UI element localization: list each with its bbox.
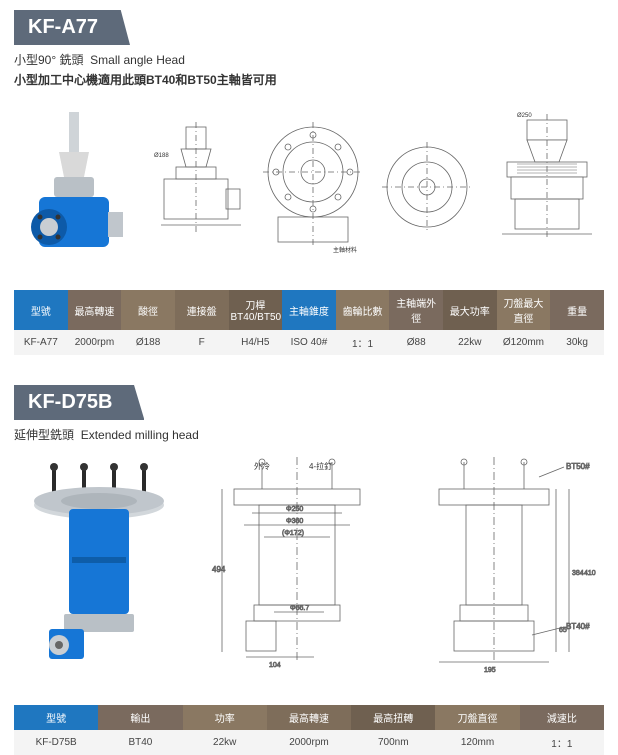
model-badge: KF-A77 — [14, 10, 130, 45]
label-bt40: BT40# — [566, 622, 590, 631]
tech-drawing-flange: 主軸材料 — [258, 117, 368, 257]
td: KF-D75B — [14, 730, 98, 755]
product-photo — [14, 102, 134, 272]
td: 2000rpm — [267, 730, 351, 755]
td: ISO 40# — [282, 330, 336, 355]
th: 最高轉速 — [68, 290, 122, 330]
label-bt50: BT50# — [566, 462, 590, 471]
td: 2000rpm — [68, 330, 122, 355]
th: 主軸錐度 — [282, 290, 336, 330]
spec-data-row: KF-D75B BT40 22kw 2000rpm 700nm 120mm 1：… — [14, 730, 604, 755]
th: 重量 — [550, 290, 604, 330]
subtitle-en: Small angle Head — [90, 53, 185, 67]
image-row: Ø188 主軸材料 — [14, 102, 604, 272]
th: 型號 — [14, 290, 68, 330]
td: H4/H5 — [229, 330, 283, 355]
th: 減速比 — [520, 705, 604, 730]
label-bolt: 4-拉釘 — [309, 461, 332, 471]
product-description: 小型加工中心機適用此頭BT40和BT50主軸皆可用 — [14, 71, 604, 88]
td: 700nm — [351, 730, 435, 755]
product-subtitle: 小型90° 銑頭 Small angle Head — [14, 51, 604, 68]
td: Ø88 — [389, 330, 443, 355]
spec-data-row: KF-A77 2000rpm Ø188 F H4/H5 ISO 40# 1：1 … — [14, 330, 604, 355]
tech-drawing-side-circle — [380, 117, 475, 257]
th: 刀盤最大直徑 — [497, 290, 551, 330]
th: 最高扭轉 — [351, 705, 435, 730]
td: BT40 — [98, 730, 182, 755]
svg-text:104: 104 — [269, 662, 281, 669]
tech-drawing-front: Ø188 — [146, 117, 246, 257]
spec-table: 型號 最高轉速 酸徑 連接盤 刀桿BT40/BT50 主軸錐度 齒輪比數 主軸端… — [14, 290, 604, 355]
svg-text:384: 384 — [572, 570, 584, 577]
svg-text:Φ250: Φ250 — [286, 506, 303, 513]
spec-table: 型號 輸出 功率 最高轉速 最高扭轉 刀盤直徑 減速比 KF-D75B BT40… — [14, 705, 604, 755]
td: 1：1 — [520, 730, 604, 755]
product-photo — [14, 457, 174, 677]
td: 120mm — [435, 730, 519, 755]
th: 最高轉速 — [267, 705, 351, 730]
td: KF-A77 — [14, 330, 68, 355]
product-subtitle: 延伸型銑頭 Extended milling head — [14, 426, 604, 443]
subtitle-cn: 小型90° 銑頭 — [14, 53, 83, 67]
svg-text:Ø250: Ø250 — [517, 113, 532, 119]
th: 最大功率 — [443, 290, 497, 330]
td: 22kw — [183, 730, 267, 755]
td: F — [175, 330, 229, 355]
th: 刀盤直徑 — [435, 705, 519, 730]
td: Ø120mm — [497, 330, 551, 355]
svg-text:Φ66.7: Φ66.7 — [290, 605, 309, 612]
tech-drawing-assembly: Ø250 — [487, 112, 607, 262]
td: 22kw — [443, 330, 497, 355]
th: 刀桿BT40/BT50 — [229, 290, 283, 330]
product-section-kf-a77: KF-A77 小型90° 銑頭 Small angle Head 小型加工中心機… — [14, 10, 604, 355]
td: Ø188 — [121, 330, 175, 355]
spec-header-row: 型號 輸出 功率 最高轉速 最高扭轉 刀盤直徑 減速比 — [14, 705, 604, 730]
spec-header-row: 型號 最高轉速 酸徑 連接盤 刀桿BT40/BT50 主軸錐度 齒輪比數 主軸端… — [14, 290, 604, 330]
svg-text:410: 410 — [584, 570, 596, 577]
td: 30kg — [550, 330, 604, 355]
svg-text:Φ360: Φ360 — [286, 518, 303, 525]
image-row: Φ250 Φ360 (Φ172) Φ66.7 494 104 外冷 4-拉釘 — [14, 457, 604, 687]
th: 功率 — [183, 705, 267, 730]
svg-text:(Φ172): (Φ172) — [282, 530, 304, 537]
svg-text:195: 195 — [484, 667, 496, 674]
tech-drawing-front: Φ250 Φ360 (Φ172) Φ66.7 494 104 外冷 4-拉釘 — [204, 457, 394, 677]
th: 型號 — [14, 705, 98, 730]
th: 主軸端外徑 — [389, 290, 443, 330]
td: 1：1 — [336, 330, 390, 355]
label-cold: 外冷 — [254, 461, 270, 471]
svg-text:Ø188: Ø188 — [154, 153, 169, 159]
th: 連接盤 — [175, 290, 229, 330]
tech-drawing-side: 65 384 410 195 BT50# BT40# — [424, 457, 599, 677]
th: 齒輪比數 — [336, 290, 390, 330]
th: 酸徑 — [121, 290, 175, 330]
th: 輸出 — [98, 705, 182, 730]
subtitle-cn: 延伸型銑頭 — [14, 428, 74, 442]
product-section-kf-d75b: KF-D75B 延伸型銑頭 Extended milling head — [14, 385, 604, 755]
subtitle-en: Extended milling head — [81, 428, 199, 442]
svg-text:主軸材料: 主軸材料 — [333, 246, 357, 254]
svg-text:494: 494 — [212, 565, 226, 574]
model-badge: KF-D75B — [14, 385, 144, 420]
